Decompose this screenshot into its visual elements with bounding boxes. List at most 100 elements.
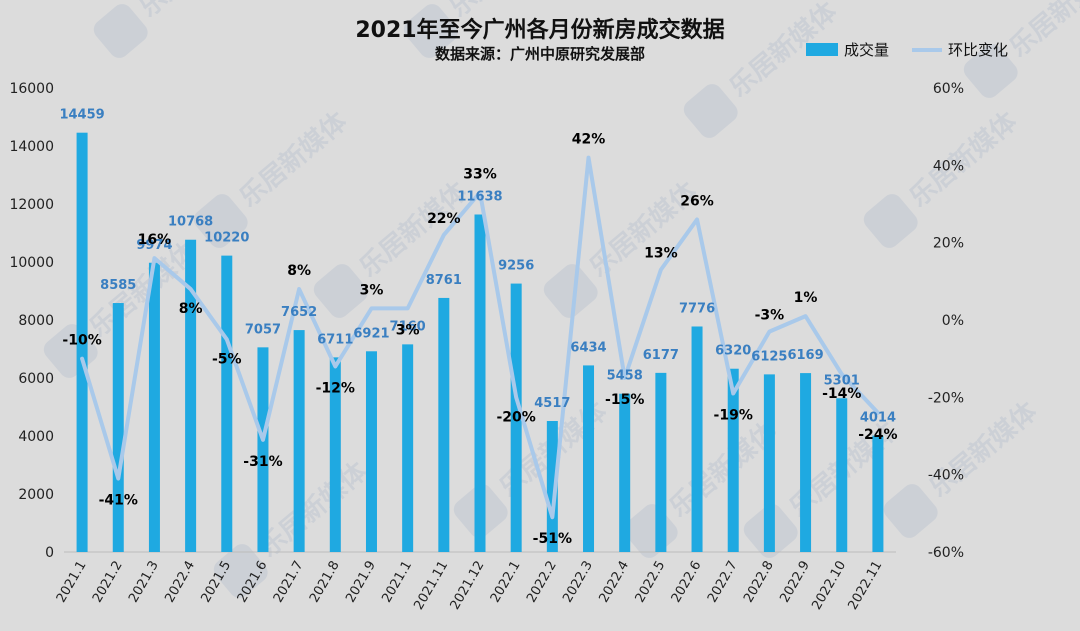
bar	[619, 393, 631, 552]
x-axis-tick: 2021.1	[54, 559, 90, 606]
watermark-mark	[543, 264, 598, 318]
x-axis-tick: 2021.12	[448, 559, 488, 613]
percent-label: 8%	[287, 263, 311, 279]
bar	[293, 330, 305, 552]
watermark-mark	[313, 264, 368, 318]
bar-value-label: 6711	[317, 332, 353, 347]
bar	[510, 283, 522, 552]
percent-label: 22%	[427, 211, 461, 227]
percent-label: -15%	[605, 392, 644, 408]
bar-value-label: 7057	[245, 322, 281, 337]
bar-value-label: 6434	[570, 340, 606, 355]
x-axis-tick: 2021.11	[411, 559, 451, 613]
bar	[438, 297, 450, 552]
legend: 成交量 环比变化	[806, 41, 1008, 59]
percent-label: 13%	[644, 246, 678, 262]
x-axis-tick: 2022.10	[809, 559, 849, 613]
bar	[148, 262, 160, 552]
left-axis-tick: 8000	[18, 313, 54, 329]
bar-value-label: 8585	[100, 278, 136, 293]
watermark-logo: 乐居新媒体	[883, 395, 1044, 538]
bar	[655, 372, 667, 552]
bar	[329, 357, 341, 552]
bar	[112, 303, 124, 552]
watermark-mark	[403, 4, 458, 58]
percent-label: -31%	[243, 454, 282, 470]
legend-bar-swatch	[806, 43, 838, 56]
watermark-text: 乐居新媒体	[233, 105, 353, 213]
x-axis-tick: 2021.8	[307, 559, 343, 606]
x-axis-tick: 2021.1	[379, 559, 415, 606]
series-line	[80, 155, 880, 520]
x-axis-tick: 2021.2	[90, 559, 126, 606]
bar-series	[76, 132, 884, 553]
chart-subtitle: 数据来源：广州中原研究发展部	[435, 45, 645, 63]
watermark-mark	[883, 484, 938, 538]
watermark-mark	[683, 84, 738, 138]
bar	[365, 351, 377, 552]
watermark-mark	[213, 544, 268, 598]
percent-label: -24%	[858, 427, 897, 443]
x-axis-tick: 2022.8	[741, 559, 777, 606]
x-axis-tick: 2022.4	[162, 559, 198, 606]
bar-value-label: 11638	[457, 189, 502, 204]
bar-value-label: 8761	[426, 273, 462, 288]
watermark-mark	[863, 194, 918, 248]
right-axis-tick: 0%	[942, 313, 964, 329]
percent-labels: -10% -41% 16% 8% -5% -31% 8% -12% 3% 3% 22% 33% -20%…	[62, 132, 897, 548]
percent-label: 8%	[179, 301, 203, 317]
percent-label: -20%	[497, 409, 536, 425]
bar-value-label: 14459	[59, 108, 104, 123]
x-axis-tick: 2022.7	[705, 559, 741, 606]
bar-value-label: 6125	[751, 349, 787, 364]
bar	[763, 374, 775, 552]
left-axis-tick: 12000	[9, 197, 54, 213]
bar-value-label: 6320	[715, 344, 751, 359]
right-axis-tick: -60%	[928, 545, 964, 561]
bar-value-label: 6177	[643, 348, 679, 363]
bar	[402, 344, 414, 552]
bar	[727, 368, 739, 552]
watermark-logo: 乐居新媒体	[313, 175, 474, 318]
left-axis-tick: 6000	[18, 371, 54, 387]
x-axis-tick: 2021.7	[271, 559, 307, 606]
bar-value-label: 7160	[390, 319, 426, 334]
percent-label: 16%	[138, 232, 172, 248]
percent-label: -41%	[99, 493, 138, 509]
right-axis: -60% -40% -20% 0% 20% 40% 60%	[928, 81, 964, 561]
bar	[583, 365, 595, 552]
bar	[185, 239, 197, 552]
bar-value-label: 10220	[204, 231, 249, 246]
percent-label: -5%	[212, 351, 242, 367]
percent-label: 3%	[396, 322, 420, 338]
bar	[546, 421, 558, 552]
bar-value-label: 7652	[281, 305, 317, 320]
watermark-text: 乐居新媒体	[133, 0, 253, 23]
bar	[474, 214, 486, 553]
x-axis-tick: 2022.6	[669, 559, 705, 606]
bar-value-label: 6921	[353, 326, 389, 341]
watermark-text: 乐居新媒体	[353, 175, 473, 283]
bar	[836, 398, 848, 552]
x-axis-tick: 2021.3	[126, 559, 162, 606]
legend-bar-label: 成交量	[844, 41, 889, 59]
left-axis-tick: 14000	[9, 139, 54, 155]
x-axis-tick: 2021.9	[343, 559, 379, 606]
bar-value-label: 10768	[168, 215, 213, 230]
percent-label: 1%	[794, 290, 818, 306]
left-axis-tick: 0	[45, 545, 54, 561]
x-axis-tick: 2022.11	[846, 559, 886, 613]
bar-value-label: 6169	[787, 348, 823, 363]
bar-value-label: 9974	[136, 238, 172, 253]
bar-value-label: 5301	[824, 373, 860, 388]
watermark-mark	[193, 194, 248, 248]
percent-label: 42%	[572, 132, 606, 148]
x-axis: 2021.1 2021.2 2021.3 2022.4 2021.5 2021.6 2021…	[54, 559, 886, 613]
bar-value-label: 4014	[860, 411, 896, 426]
bar	[221, 255, 233, 552]
watermark-logo: 乐居新媒体	[93, 0, 254, 58]
bar	[257, 347, 269, 552]
